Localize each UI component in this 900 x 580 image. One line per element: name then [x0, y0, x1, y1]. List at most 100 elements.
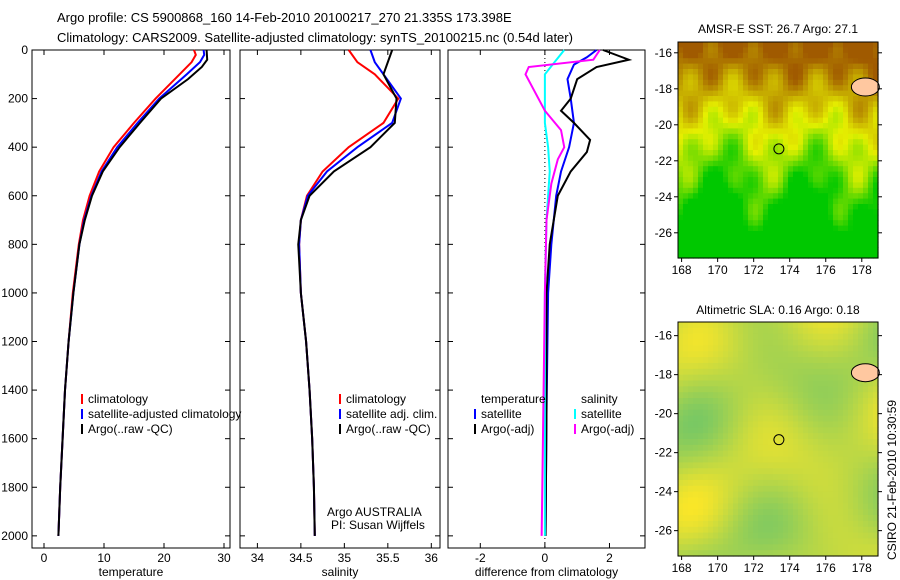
- map-2-cell: [858, 357, 864, 364]
- map-1-cell: [698, 198, 704, 205]
- map-2-cell: [778, 327, 784, 335]
- map1-title: AMSR-E SST: 26.7 Argo: 27.1: [698, 22, 858, 36]
- map-1-cell: [708, 117, 714, 124]
- map-1-cell: [778, 187, 784, 194]
- map-2-cell: [703, 386, 709, 393]
- map-1-cell: [823, 85, 829, 92]
- map-1-cell: [733, 241, 739, 248]
- map-2-cell: [683, 503, 689, 510]
- map-2-cell: [808, 409, 814, 417]
- y-tick-label: -20: [655, 118, 673, 132]
- map-1-cell: [843, 63, 849, 70]
- map-2-cell: [783, 439, 789, 446]
- map-1-cell: [693, 101, 699, 108]
- map-1-cell: [713, 123, 719, 129]
- map-1-cell: [708, 101, 714, 108]
- map-2-cell: [808, 380, 814, 387]
- map-2-cell: [773, 485, 779, 493]
- map-2-cell: [753, 462, 759, 469]
- map-1-cell: [833, 58, 839, 65]
- map-1-cell: [813, 177, 819, 183]
- map-2-cell: [688, 515, 694, 522]
- map-2-cell: [803, 415, 809, 423]
- map-1-cell: [693, 52, 699, 59]
- map-1-cell: [768, 155, 774, 162]
- map-1-cell: [803, 182, 809, 189]
- map-1-cell: [758, 160, 764, 167]
- map-1-cell: [708, 128, 714, 135]
- map-2-cell: [873, 421, 879, 428]
- map-1-cell: [753, 106, 759, 113]
- map-1-cell: [728, 182, 734, 189]
- map-2-cell: [688, 479, 694, 487]
- series-line-argo-raw-qc-: [297, 49, 398, 536]
- map-1-cell: [818, 209, 824, 216]
- map-1-cell: [838, 220, 844, 227]
- map-2-cell: [863, 515, 869, 522]
- map-1-cell: [748, 193, 754, 200]
- map-1-cell: [858, 209, 864, 216]
- map-2-cell: [758, 479, 764, 487]
- island-fiji: [850, 363, 880, 383]
- map-1-cell: [708, 47, 714, 54]
- map-1-cell: [723, 220, 729, 227]
- map-1-cell: [768, 231, 774, 237]
- map-1-cell: [783, 155, 789, 162]
- map-1-cell: [873, 69, 879, 75]
- map-2-cell: [873, 403, 879, 411]
- map-1-cell: [803, 106, 809, 113]
- map-1-cell: [783, 128, 789, 135]
- map-1-cell: [688, 144, 694, 151]
- map-1-cell: [738, 150, 744, 156]
- map-2-cell: [813, 362, 819, 370]
- map-2-cell: [823, 450, 829, 458]
- map-1-cell: [703, 209, 709, 216]
- map-2-cell: [753, 374, 759, 382]
- map-2-cell: [733, 362, 739, 370]
- map-2-cell: [823, 444, 829, 452]
- map-2-cell: [728, 509, 734, 516]
- map-1-cell: [748, 133, 754, 140]
- map-1-cell: [728, 225, 734, 232]
- map-2-cell: [713, 415, 719, 423]
- map-1-cell: [828, 214, 834, 221]
- map-1-cell: [838, 52, 844, 59]
- map-2-cell: [703, 368, 709, 376]
- map-2-cell: [703, 538, 709, 545]
- map-2-cell: [718, 450, 724, 458]
- map-1-cell: [813, 166, 819, 173]
- map-1-cell: [678, 247, 684, 254]
- map-2-cell: [833, 462, 839, 469]
- map-2-cell: [863, 479, 869, 487]
- map-2-cell: [718, 409, 724, 417]
- map-1-cell: [783, 150, 789, 156]
- map-2-cell: [833, 427, 839, 434]
- map-1-cell: [748, 231, 754, 237]
- map-2-cell: [788, 515, 794, 522]
- map-2-cell: [823, 468, 829, 475]
- map-2-cell: [768, 444, 774, 452]
- map-2-cell: [788, 491, 794, 499]
- map-1-cell: [823, 74, 829, 81]
- map-1-cell: [793, 90, 799, 97]
- map-1-cell: [833, 155, 839, 162]
- map-1-cell: [848, 150, 854, 156]
- map-1-cell: [728, 166, 734, 173]
- map-2-cell: [683, 322, 689, 329]
- map-1-cell: [808, 69, 814, 75]
- map-1-cell: [818, 150, 824, 156]
- map-1-cell: [793, 42, 799, 48]
- map-2-cell: [813, 345, 819, 352]
- map-1-cell: [833, 204, 839, 210]
- map-1-cell: [818, 220, 824, 227]
- map-1-cell: [733, 187, 739, 194]
- map-1-cell: [793, 177, 799, 183]
- map-1-cell: [863, 117, 869, 124]
- map-1-cell: [768, 160, 774, 167]
- map-1-cell: [828, 58, 834, 65]
- map-2-cell: [793, 509, 799, 516]
- map-2-cell: [858, 550, 864, 557]
- map-1-cell: [773, 236, 779, 243]
- map-1-cell: [733, 214, 739, 221]
- map-2-cell: [863, 398, 869, 405]
